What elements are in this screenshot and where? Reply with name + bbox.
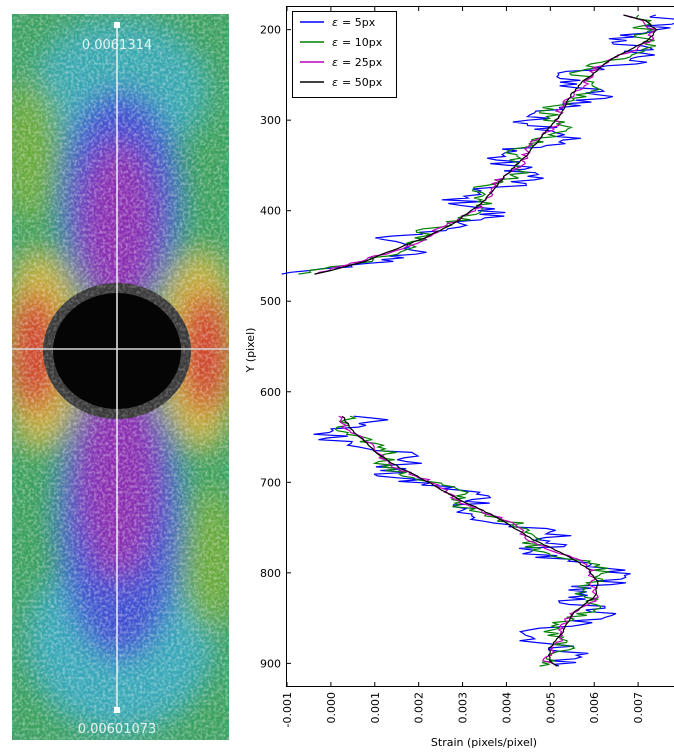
y-tick-label: 300 [260, 114, 281, 127]
field-top-label: 0.0061314 [82, 38, 152, 53]
series-line-1-lower [313, 415, 631, 667]
x-tick-label: 0.006 [588, 692, 601, 724]
y-tick-label: 700 [260, 476, 281, 489]
y-tick-label: 600 [260, 386, 281, 399]
legend-symbol: ε [332, 56, 338, 69]
plot-frame [286, 6, 674, 687]
y-axis-title: Y (pixel) [244, 328, 257, 374]
series-group [281, 14, 674, 667]
profile-start-handle[interactable] [114, 22, 120, 28]
x-tick-label: 0.005 [544, 692, 557, 724]
x-tick-label: 0.007 [632, 692, 645, 724]
legend-label: = 5px [342, 16, 376, 29]
y-tick-label: 800 [260, 567, 281, 580]
legend-label: = 25px [342, 56, 383, 69]
series-line-3-lower [338, 415, 599, 667]
y-axis-ticks: 200 300 400 500 600 700 800 900 [260, 24, 291, 670]
field-bottom-label: 0.00601073 [78, 722, 157, 737]
x-axis-title: Strain (pixels/pixel) [431, 736, 537, 749]
y-tick-label: 900 [260, 657, 281, 670]
legend-symbol: ε [332, 76, 338, 89]
series-line-1-upper [281, 14, 674, 275]
x-axis-ticks: -0.001 0.000 0.001 0.002 0.003 0.004 0.005 0.00… [281, 7, 645, 727]
y-tick-label: 200 [260, 24, 281, 37]
x-tick-label: 0.003 [457, 692, 470, 724]
x-tick-label: 0.002 [413, 692, 426, 724]
x-tick-label: -0.001 [281, 692, 294, 727]
series-line-4-upper [314, 14, 658, 275]
x-tick-label: 0.001 [369, 692, 382, 724]
profile-end-handle[interactable] [114, 707, 120, 713]
strain-field-image: 0.0061314 0.00601073 [12, 14, 229, 740]
y-tick-label: 500 [260, 295, 281, 308]
legend-symbol: ε [332, 36, 338, 49]
legend: ε = 5px ε = 10px ε = 25px ε = 50px [292, 11, 397, 98]
legend-symbol: ε [332, 16, 338, 29]
legend-box [292, 11, 397, 98]
legend-label: = 10px [342, 36, 383, 49]
x-tick-label: 0.000 [325, 692, 338, 724]
series-line-4-lower [341, 415, 599, 667]
y-tick-label: 400 [260, 205, 281, 218]
x-tick-label: 0.004 [500, 692, 513, 724]
strain-profile-chart: -0.001 0.000 0.001 0.002 0.003 0.004 0.005 0.00… [244, 6, 674, 749]
legend-label: = 50px [342, 76, 383, 89]
